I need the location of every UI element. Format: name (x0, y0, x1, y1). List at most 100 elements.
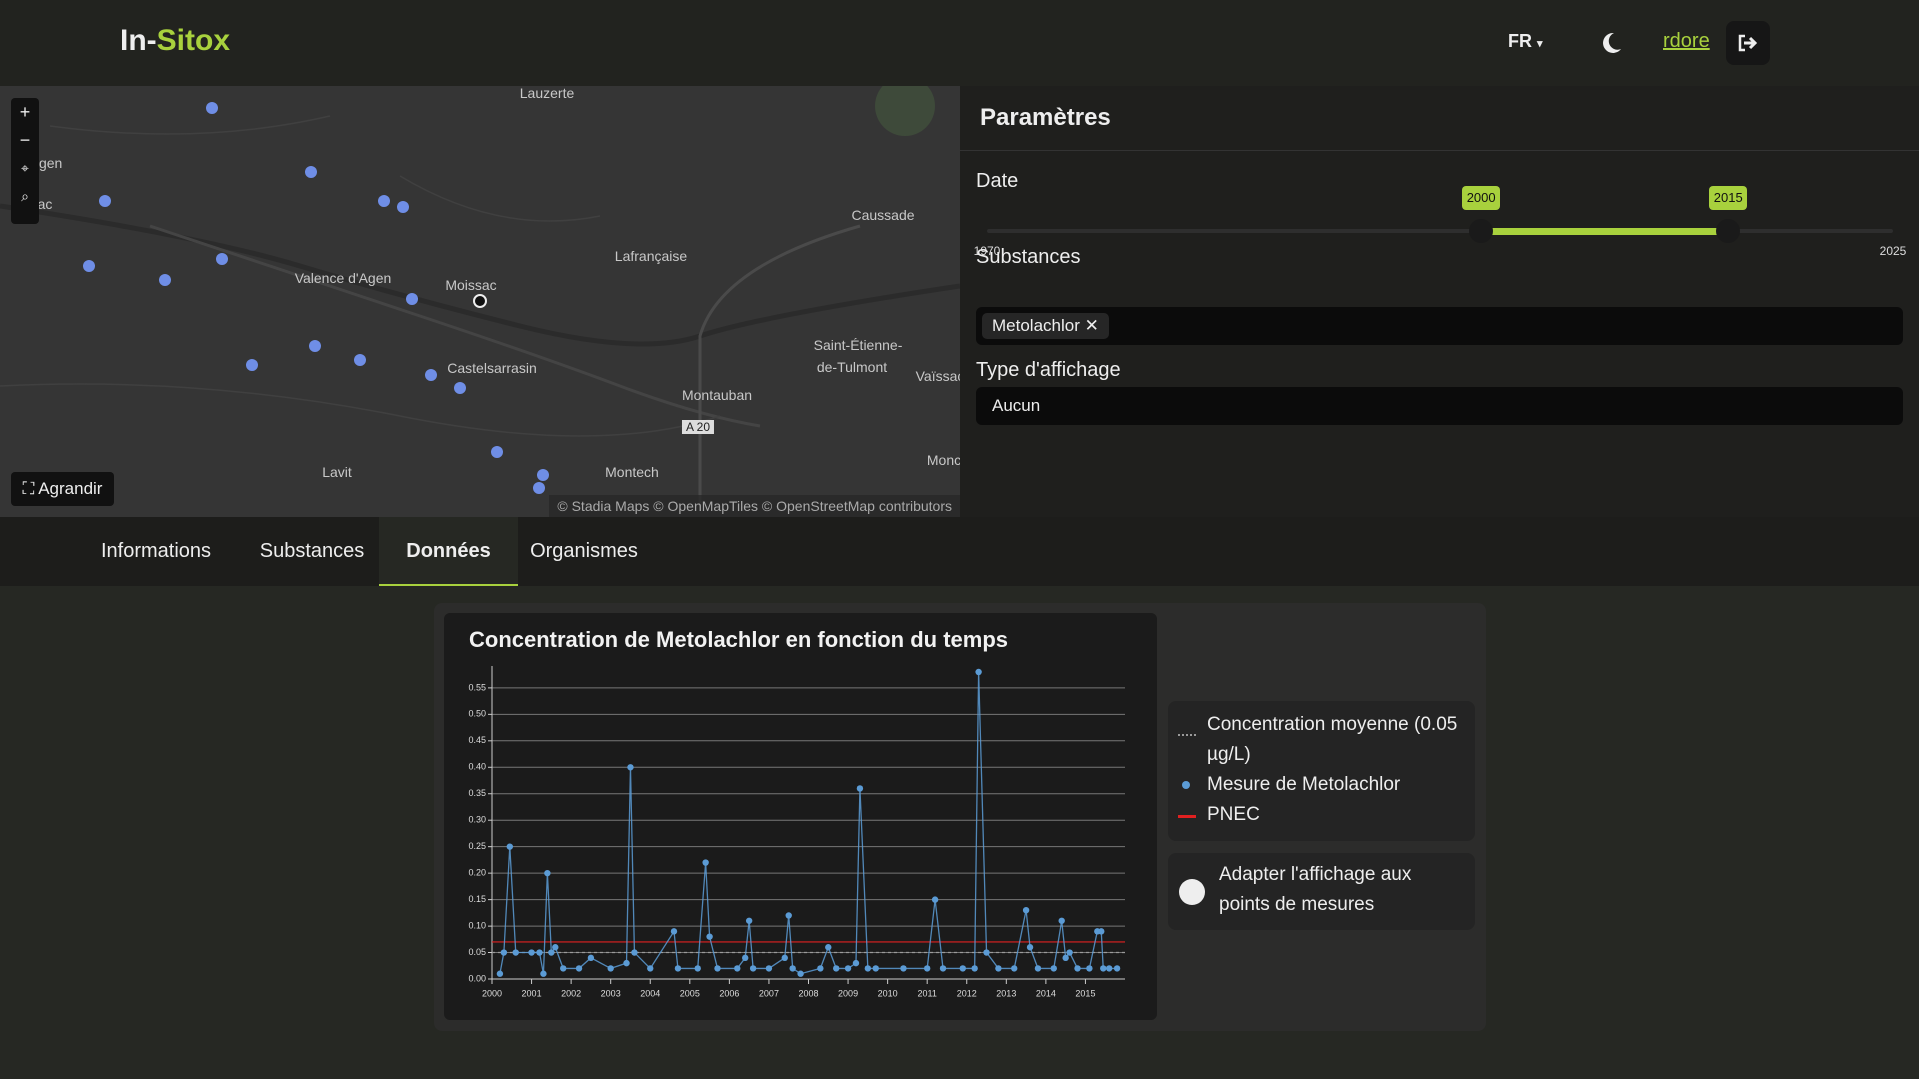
tab[interactable]: Substances (248, 517, 376, 586)
place-label: Moissac (445, 277, 496, 293)
data-point (552, 944, 558, 950)
data-point (607, 965, 613, 971)
x-tick-label: 2010 (878, 988, 898, 998)
slider-track (987, 229, 1893, 233)
tab[interactable]: Données (379, 517, 518, 586)
tab[interactable]: Informations (71, 517, 241, 586)
y-tick-label: 0.25 (468, 841, 486, 851)
slider-handle[interactable] (1469, 219, 1493, 243)
data-point (1066, 949, 1072, 955)
data-point (853, 960, 859, 966)
data-point (631, 949, 637, 955)
data-point (671, 928, 677, 934)
data-point (702, 859, 708, 865)
data-point (647, 965, 653, 971)
data-point (536, 949, 542, 955)
legend-label: Concentration moyenne (0.05 µg/L) (1207, 710, 1467, 770)
data-point (983, 949, 989, 955)
data-point (995, 965, 1001, 971)
data-point (817, 965, 823, 971)
tab[interactable]: Organismes (518, 517, 650, 586)
expand-button[interactable]: ⛶ Agrandir (11, 472, 114, 506)
data-point (627, 764, 633, 770)
data-point (1011, 965, 1017, 971)
data-point (734, 965, 740, 971)
y-tick-label: 0.40 (468, 762, 486, 772)
y-tick-label: 0.15 (468, 894, 486, 904)
substances-label: Substances (976, 246, 1081, 269)
tabs: InformationsSubstancesDonnéesOrganismes (0, 517, 1919, 586)
data-point (623, 960, 629, 966)
y-tick-label: 0.45 (468, 735, 486, 745)
map[interactable]: Lauzerte Agen ac Valence d'Agen Moissac … (0, 86, 960, 517)
zoom-out[interactable]: − (11, 126, 39, 154)
series-line (500, 672, 1117, 974)
display-type-select[interactable]: Aucun (976, 387, 1903, 425)
data-point (513, 949, 519, 955)
data-point (1106, 965, 1112, 971)
x-tick-label: 2011 (918, 988, 937, 998)
slider-bound: 2025 (1873, 244, 1913, 258)
data-point (746, 918, 752, 924)
x-tick-label: 2000 (482, 988, 502, 998)
user-link[interactable]: rdore (1663, 30, 1710, 53)
data-point (766, 965, 772, 971)
data-point (742, 955, 748, 961)
x-tick-label: 2001 (522, 988, 542, 998)
data-point (497, 971, 503, 977)
data-point (501, 949, 507, 955)
data-point (924, 965, 930, 971)
data-point (560, 965, 566, 971)
y-tick-label: 0.10 (468, 920, 486, 930)
substances-input[interactable]: Metolachlor ✕ (976, 307, 1903, 345)
panel-title: Paramètres (980, 104, 1111, 132)
legend-label: PNEC (1207, 800, 1467, 830)
place-label: Saint-Étienne- (814, 337, 903, 353)
place-label: de-Tulmont (817, 359, 887, 375)
logo-suffix: Sitox (157, 24, 230, 57)
toggle-label: Adapter l'affichage aux points de mesure… (1219, 860, 1459, 920)
logo[interactable]: In-Sitox (120, 24, 230, 58)
data-point (940, 965, 946, 971)
place-label: Montauban (682, 387, 752, 403)
map-controls: +−⌖⌕ (11, 98, 39, 224)
locate[interactable]: ⌖ (11, 154, 39, 182)
slider-value: 2000 (1462, 186, 1500, 210)
logout-button[interactable] (1726, 21, 1770, 65)
data-point (695, 965, 701, 971)
search[interactable]: ⌕ (11, 182, 39, 210)
theme-toggle[interactable] (1598, 30, 1624, 56)
x-tick-label: 2009 (838, 988, 858, 998)
chart: Concentration de Metolachlor en fonction… (444, 613, 1157, 1020)
data-point (714, 965, 720, 971)
place-label: Montech (605, 464, 659, 480)
data-point (797, 971, 803, 977)
slider-range (1481, 228, 1728, 235)
chart-title: Concentration de Metolachlor en fonction… (469, 627, 1008, 652)
slider-handle[interactable] (1716, 219, 1740, 243)
data-point (825, 944, 831, 950)
language-select[interactable]: FR ▾ (1508, 31, 1543, 52)
data-point (528, 949, 534, 955)
substance-chip[interactable]: Metolachlor ✕ (982, 313, 1109, 339)
place-label: Lavit (322, 464, 352, 480)
data-point (1086, 965, 1092, 971)
fit-toggle[interactable]: Adapter l'affichage aux points de mesure… (1168, 853, 1475, 930)
slider-value: 2015 (1709, 186, 1747, 210)
toggle-switch[interactable] (1179, 879, 1205, 905)
data-point (544, 870, 550, 876)
x-tick-label: 2003 (601, 988, 621, 998)
y-tick-label: 0.05 (468, 947, 486, 957)
data-point (1074, 965, 1080, 971)
x-tick-label: 2004 (640, 988, 660, 998)
data-point (845, 965, 851, 971)
date-slider[interactable]: 2000201519702025 (987, 226, 1893, 236)
data-point (865, 965, 871, 971)
data-point (1114, 965, 1120, 971)
x-tick-label: 2007 (759, 988, 779, 998)
zoom-in[interactable]: + (11, 98, 39, 126)
x-tick-label: 2014 (1036, 988, 1056, 998)
legend-swatch (1178, 815, 1196, 818)
place-label: ac (38, 196, 53, 212)
place-label: Monc (927, 452, 960, 468)
